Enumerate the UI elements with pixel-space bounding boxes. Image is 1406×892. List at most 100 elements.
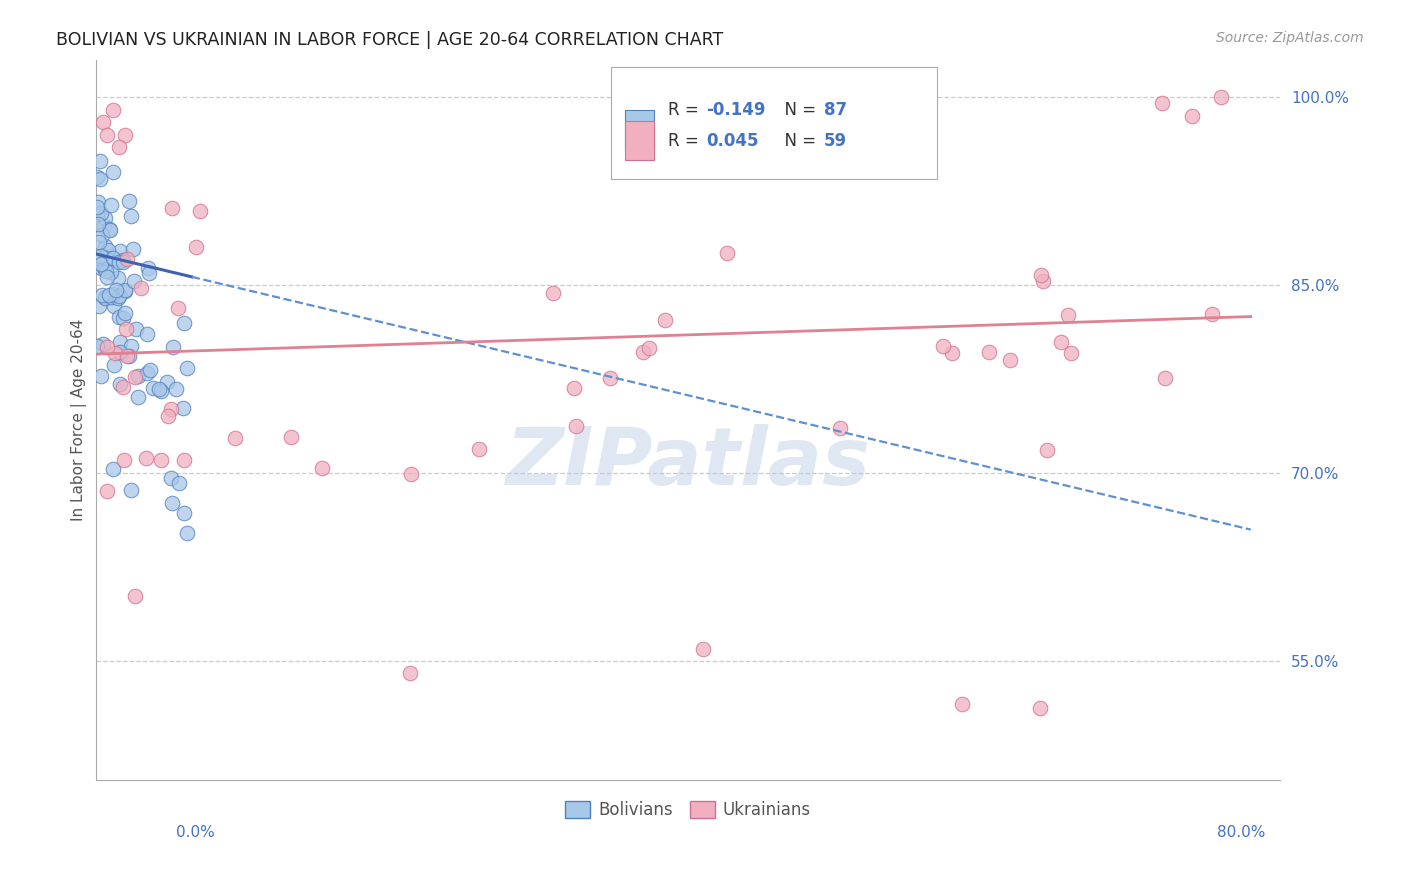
Point: [112, 310, 135, 325]
Point: [114, 128, 136, 142]
Point: [89, 298, 111, 312]
Point: [103, 251, 125, 265]
Point: [828, 421, 851, 435]
Point: [172, 401, 194, 415]
Y-axis label: In Labor Force | Age 20-64: In Labor Force | Age 20-64: [72, 318, 87, 521]
Point: [100, 197, 122, 211]
Point: [114, 306, 136, 320]
FancyBboxPatch shape: [626, 110, 654, 150]
Point: [91, 227, 114, 242]
Point: [1180, 109, 1202, 123]
Point: [1201, 307, 1223, 321]
Point: [184, 239, 207, 253]
Point: [162, 341, 184, 355]
Point: [115, 349, 138, 363]
Point: [87, 195, 110, 210]
Point: [108, 140, 131, 154]
Point: [107, 271, 129, 285]
Point: [399, 665, 422, 680]
Point: [149, 384, 172, 399]
Point: [162, 496, 184, 510]
Point: [148, 382, 170, 396]
Text: R =: R =: [668, 132, 704, 150]
Point: [94, 239, 117, 253]
Point: [124, 589, 146, 603]
Point: [89, 171, 111, 186]
Text: 0.0%: 0.0%: [176, 825, 215, 840]
Point: [156, 409, 179, 424]
Point: [1211, 90, 1233, 104]
Point: [110, 377, 132, 392]
Point: [1060, 345, 1083, 359]
Point: [167, 475, 190, 490]
Point: [1056, 308, 1078, 322]
Text: ZIPatlas: ZIPatlas: [506, 425, 870, 502]
Point: [1150, 96, 1173, 111]
Point: [89, 252, 111, 266]
Point: [94, 291, 117, 305]
Point: [160, 402, 183, 417]
Text: -0.149: -0.149: [706, 101, 765, 119]
Point: [100, 265, 122, 279]
Point: [124, 369, 146, 384]
Text: N =: N =: [775, 132, 823, 150]
Point: [98, 288, 121, 302]
Point: [399, 467, 422, 481]
Point: [94, 264, 117, 278]
Point: [90, 249, 112, 263]
Point: [90, 206, 112, 220]
Point: [156, 376, 179, 390]
Point: [86, 207, 108, 221]
Point: [96, 483, 118, 498]
Point: [160, 201, 183, 215]
Point: [90, 368, 112, 383]
Point: [280, 430, 302, 444]
Point: [127, 390, 149, 404]
Point: [94, 211, 117, 226]
Point: [111, 253, 134, 268]
Point: [165, 383, 187, 397]
Point: [176, 360, 198, 375]
Point: [188, 204, 211, 219]
Point: [93, 261, 115, 276]
Point: [100, 290, 122, 304]
Point: [93, 337, 115, 351]
Point: [86, 169, 108, 184]
Point: [173, 506, 195, 520]
Point: [96, 269, 118, 284]
Point: [98, 222, 121, 236]
Point: [654, 312, 676, 326]
Point: [86, 339, 108, 353]
Point: [716, 246, 738, 260]
Point: [103, 103, 125, 117]
Point: [107, 287, 129, 301]
Text: 0.045: 0.045: [706, 132, 758, 150]
Point: [166, 301, 188, 316]
Point: [1036, 442, 1059, 457]
Point: [86, 200, 108, 214]
Point: [104, 346, 127, 360]
Text: Source: ZipAtlas.com: Source: ZipAtlas.com: [1216, 31, 1364, 45]
Point: [90, 261, 112, 276]
Text: 80.0%: 80.0%: [1218, 825, 1265, 840]
Point: [110, 334, 132, 349]
Point: [97, 244, 120, 258]
Point: [176, 526, 198, 541]
Point: [124, 321, 146, 335]
Point: [224, 432, 246, 446]
Point: [150, 453, 173, 467]
Point: [94, 251, 117, 265]
Point: [599, 370, 621, 384]
Point: [631, 345, 654, 359]
Point: [86, 217, 108, 231]
Point: [120, 483, 142, 498]
Point: [142, 381, 165, 395]
Point: [638, 341, 661, 355]
Text: R =: R =: [668, 101, 704, 119]
Point: [1154, 371, 1177, 385]
Point: [173, 453, 195, 467]
Point: [120, 209, 142, 223]
Point: [136, 326, 159, 341]
Point: [1050, 335, 1073, 350]
Point: [136, 260, 159, 275]
